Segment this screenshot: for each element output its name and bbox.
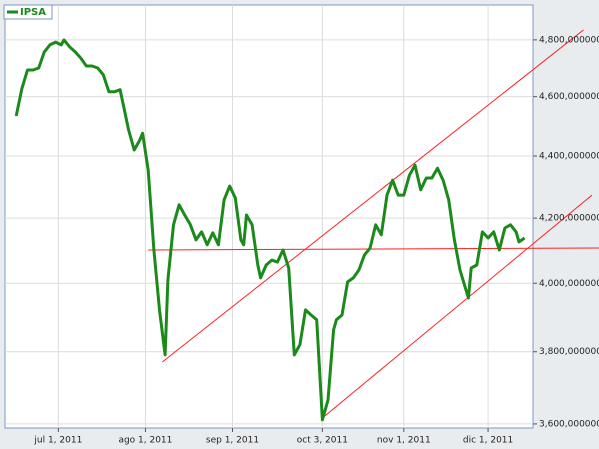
trend-line bbox=[148, 247, 599, 251]
marks bbox=[14, 29, 599, 422]
trend-line bbox=[322, 194, 593, 419]
y-tick-label: 3,800,000000 bbox=[539, 347, 599, 357]
series-line bbox=[14, 38, 526, 422]
plot-area bbox=[4, 4, 534, 429]
legend-box bbox=[3, 4, 53, 20]
x-tick-label: sep 1, 2011 bbox=[206, 436, 259, 446]
grid bbox=[5, 5, 537, 432]
x-tick-label: nov 1, 2011 bbox=[377, 436, 431, 446]
x-tick-label: dic 1, 2011 bbox=[463, 436, 513, 446]
x-tick-label: ago 1, 2011 bbox=[118, 436, 172, 446]
x-tick-label: oct 3, 2011 bbox=[297, 436, 348, 446]
y-tick-label: 4,200,000000 bbox=[539, 214, 599, 224]
x-tick-label: jul 1, 2011 bbox=[33, 436, 82, 446]
y-tick-label: 4,800,000000 bbox=[539, 35, 599, 45]
y-tick-label: 4,400,000000 bbox=[539, 152, 599, 162]
y-tick-label: 4,000,000000 bbox=[539, 279, 599, 289]
labels: 3,600,000000 3,800,000000 4,000,000000 4,20… bbox=[3, 4, 599, 446]
y-tick-label: 4,600,000000 bbox=[539, 92, 599, 102]
legend-label: IPSA bbox=[20, 7, 46, 18]
trend-line bbox=[161, 29, 584, 363]
y-tick-label: 3,600,000000 bbox=[539, 419, 599, 429]
